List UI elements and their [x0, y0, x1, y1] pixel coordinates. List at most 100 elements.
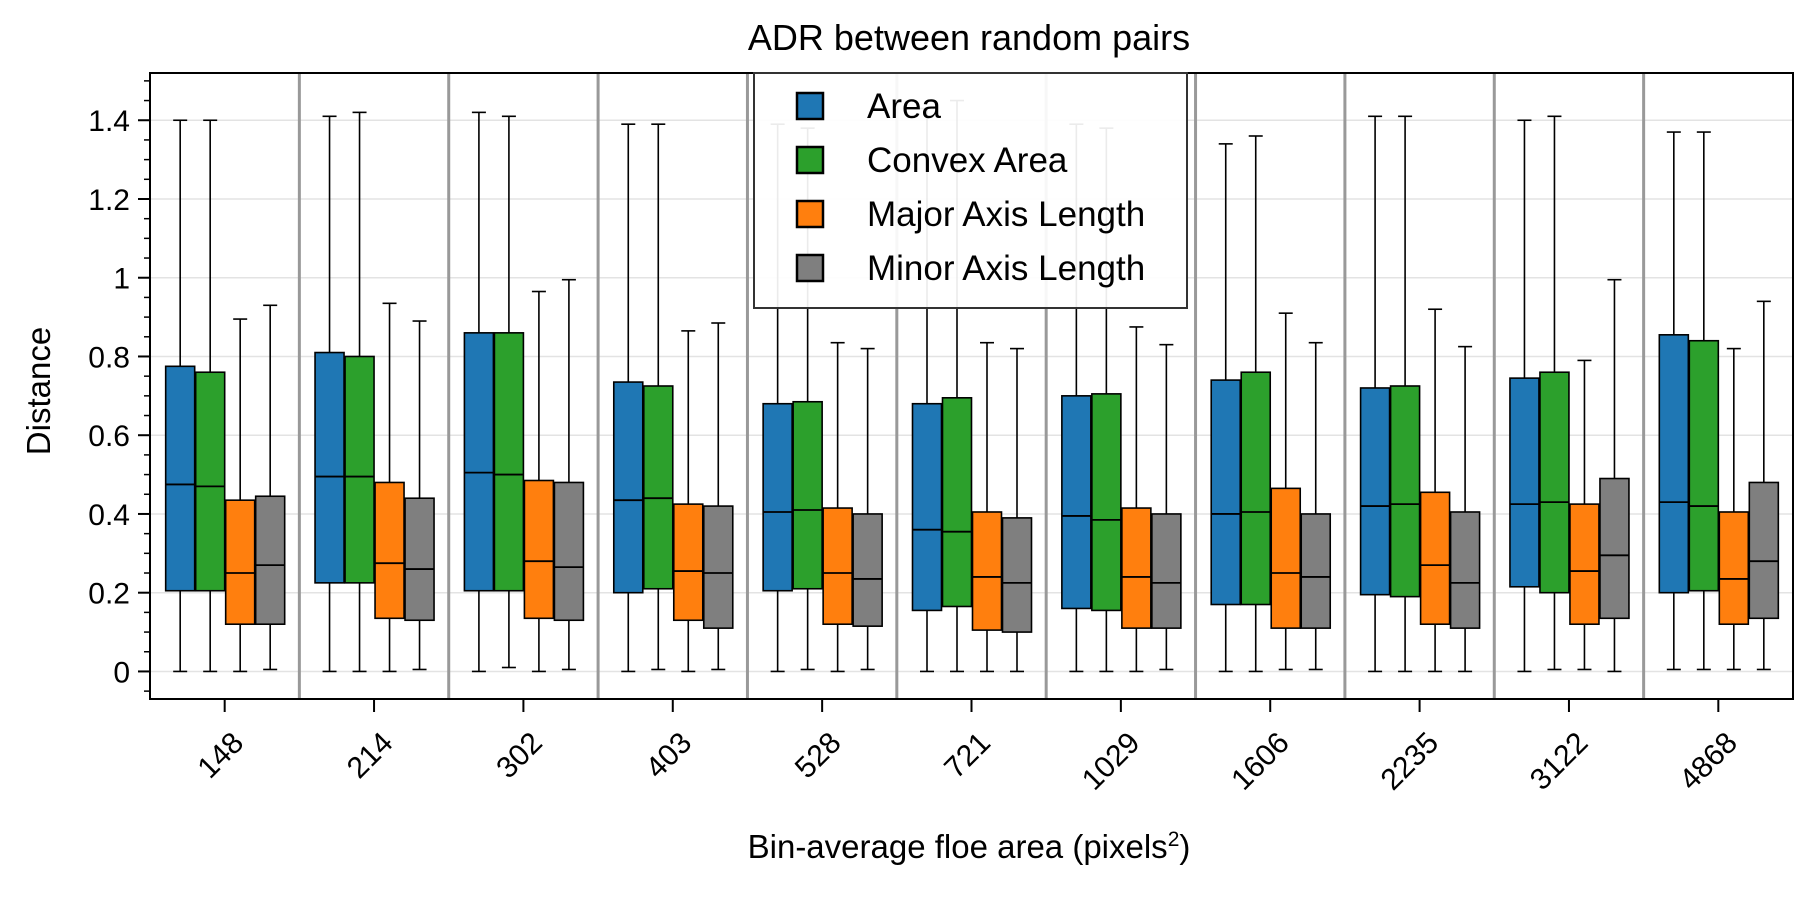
box-minor-axis-length-403 [702, 322, 734, 671]
box-area-1606 [1210, 143, 1242, 673]
legend-frame [753, 72, 1188, 309]
legend: Area Convex Area Major Axis Length Minor Ax… [753, 72, 1188, 309]
box-iqr [344, 355, 375, 584]
box-iqr [194, 371, 226, 592]
box-iqr [792, 400, 823, 590]
box-minor-axis-length-1606 [1300, 341, 1332, 671]
box-major-axis-length-302 [523, 290, 555, 673]
legend-swatch-major-axis-length [795, 199, 825, 229]
box-iqr [1001, 517, 1033, 633]
box-area-528 [762, 123, 793, 673]
box-area-302 [463, 111, 495, 673]
box-iqr [1300, 513, 1332, 629]
box-iqr [702, 505, 734, 629]
box-minor-axis-length-148 [254, 304, 286, 671]
box-iqr [911, 402, 943, 612]
box-iqr [493, 332, 525, 592]
box-minor-axis-length-4868 [1748, 300, 1780, 671]
box-major-axis-length-3122 [1569, 359, 1600, 671]
legend-swatch-convex-area [795, 145, 825, 175]
box-major-axis-length-721 [971, 341, 1003, 673]
box-iqr [523, 479, 555, 620]
y-tick-label-0: 0 [113, 656, 130, 689]
box-iqr [1359, 387, 1391, 596]
box-area-1029 [1061, 123, 1092, 673]
box-iqr [1091, 393, 1122, 612]
box-iqr [553, 481, 585, 622]
box-area-148 [164, 119, 196, 673]
box-convex-area-302 [493, 115, 525, 669]
box-area-403 [612, 123, 644, 673]
box-iqr [1121, 507, 1152, 629]
box-minor-axis-length-528 [852, 347, 883, 671]
y-axis-label: Distance [20, 327, 57, 455]
box-convex-area-214 [344, 111, 375, 673]
legend-label-major-axis-length: Major Axis Length [867, 195, 1145, 234]
box-convex-area-1606 [1240, 135, 1272, 673]
x-axis-label: Bin-average floe area (pixels2) [748, 828, 1191, 865]
box-major-axis-length-214 [374, 302, 405, 673]
box-iqr [1599, 477, 1630, 620]
legend-label-area: Area [867, 87, 941, 126]
y-tick-label-6: 1.2 [88, 184, 130, 217]
box-iqr [1449, 511, 1481, 629]
x-axis-label-close: ) [1179, 828, 1190, 865]
box-convex-area-3122 [1539, 115, 1570, 671]
box-iqr [672, 503, 704, 622]
y-axis: 0 0.2 0.4 0.6 0.8 1 1.2 1.4 [88, 80, 150, 692]
box-major-axis-length-1606 [1270, 312, 1302, 671]
box-iqr [1389, 385, 1421, 598]
box-iqr [971, 511, 1003, 631]
box-iqr [1270, 487, 1302, 629]
box-minor-axis-length-721 [1001, 347, 1033, 673]
box-iqr [1061, 395, 1092, 610]
box-iqr [822, 507, 853, 625]
legend-swatch-area [795, 91, 825, 121]
box-area-3122 [1509, 119, 1540, 673]
box-iqr [612, 381, 644, 594]
y-tick-label-2: 0.4 [88, 499, 130, 532]
x-axis-label-text: Bin-average floe area (pixels [748, 828, 1168, 865]
x-axis-label-superscript: 2 [1168, 828, 1180, 851]
box-iqr [1748, 481, 1780, 620]
box-major-axis-length-1029 [1121, 326, 1152, 673]
box-major-axis-length-403 [672, 330, 704, 673]
box-iqr [404, 497, 435, 622]
y-tick-label-3: 0.6 [88, 420, 130, 453]
box-minor-axis-length-2235 [1449, 345, 1481, 673]
box-convex-area-2235 [1389, 115, 1421, 673]
box-iqr [1658, 334, 1690, 594]
box-iqr [1419, 491, 1451, 625]
boxes [164, 99, 1780, 673]
y-tick-label-7: 1.4 [88, 105, 130, 138]
box-minor-axis-length-302 [553, 278, 585, 671]
box-iqr [1151, 513, 1182, 629]
legend-swatch-minor-axis-length [795, 253, 825, 283]
box-iqr [852, 513, 883, 627]
y-tick-label-1: 0.2 [88, 578, 130, 611]
box-convex-area-403 [642, 123, 674, 671]
box-iqr [254, 495, 286, 625]
box-iqr [941, 397, 973, 608]
box-major-axis-length-148 [224, 318, 256, 673]
box-iqr [1688, 339, 1720, 592]
box-iqr [1539, 371, 1570, 594]
box-major-axis-length-528 [822, 341, 853, 673]
box-iqr [1509, 377, 1540, 588]
box-area-4868 [1658, 131, 1690, 671]
box-iqr [463, 332, 495, 592]
y-tick-label-4: 0.8 [88, 341, 130, 374]
bin-separators [297, 73, 1646, 699]
box-area-2235 [1359, 115, 1391, 673]
box-iqr [1718, 511, 1750, 625]
chart-title: ADR between random pairs [748, 17, 1190, 58]
box-iqr [224, 499, 256, 625]
box-iqr [374, 481, 405, 620]
box-iqr [314, 351, 345, 584]
box-minor-axis-length-3122 [1599, 278, 1630, 673]
box-major-axis-length-4868 [1718, 347, 1750, 671]
box-iqr [642, 385, 674, 590]
box-iqr [1210, 379, 1242, 606]
